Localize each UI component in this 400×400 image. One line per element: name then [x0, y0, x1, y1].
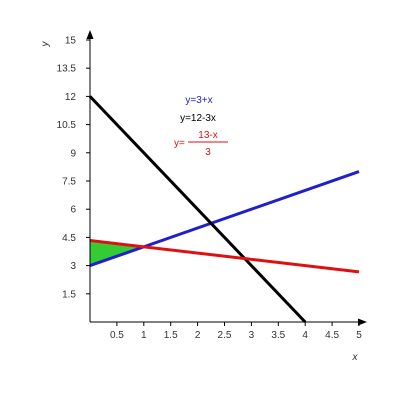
x-tick-label: 3: [249, 330, 255, 341]
legend-label-red-numerator: 13-x: [198, 130, 217, 141]
x-tick-label: 1.5: [164, 330, 178, 341]
y-tick-label: 12: [65, 92, 77, 103]
x-axis-arrow: [358, 318, 367, 326]
axes: 0.5 1 1.5 2 2.5 3 3.5 4 4.5 5 1.5 3 4.5 6 7.5 9 10.5 12 13…: [57, 30, 367, 341]
y-tick-label: 13.5: [57, 64, 77, 75]
x-tick-label: 2: [195, 330, 201, 341]
y-tick-label: 6: [70, 205, 76, 216]
x-tick-label: 2.5: [218, 330, 232, 341]
y-tick-label: 7.5: [62, 177, 76, 188]
y-tick-label: 15: [65, 36, 77, 47]
y-tick-label: 3: [70, 261, 76, 272]
y-tick-label: 9: [70, 148, 76, 159]
x-tick-label: 4: [302, 330, 308, 341]
legend-label-red-prefix: y=: [174, 138, 185, 149]
y-tick-label: 4.5: [62, 233, 76, 244]
x-axis-label: x: [352, 352, 359, 363]
y-tick-label: 1.5: [62, 289, 76, 300]
plot-area: [88, 95, 360, 324]
x-tick-label: 5: [356, 330, 362, 341]
x-tick-label: 3.5: [271, 330, 285, 341]
legend: y=3+x y=12-3x y= 13-x 3: [174, 95, 228, 158]
series-line-3: [89, 239, 360, 274]
x-tick-label: 1: [141, 330, 147, 341]
y-axis-arrow: [86, 30, 94, 39]
x-tick-label: 4.5: [325, 330, 339, 341]
series-line-1: [89, 170, 360, 268]
x-tick-label: 0.5: [110, 330, 124, 341]
legend-label-blue-line: y=3+x: [185, 95, 212, 106]
y-axis-label: y: [40, 41, 51, 48]
legend-label-red-denominator: 3: [205, 147, 211, 158]
series-line-2: [88, 95, 307, 324]
y-tick-label: 10.5: [57, 120, 77, 131]
legend-label-black-line: y=12-3x: [180, 113, 216, 124]
